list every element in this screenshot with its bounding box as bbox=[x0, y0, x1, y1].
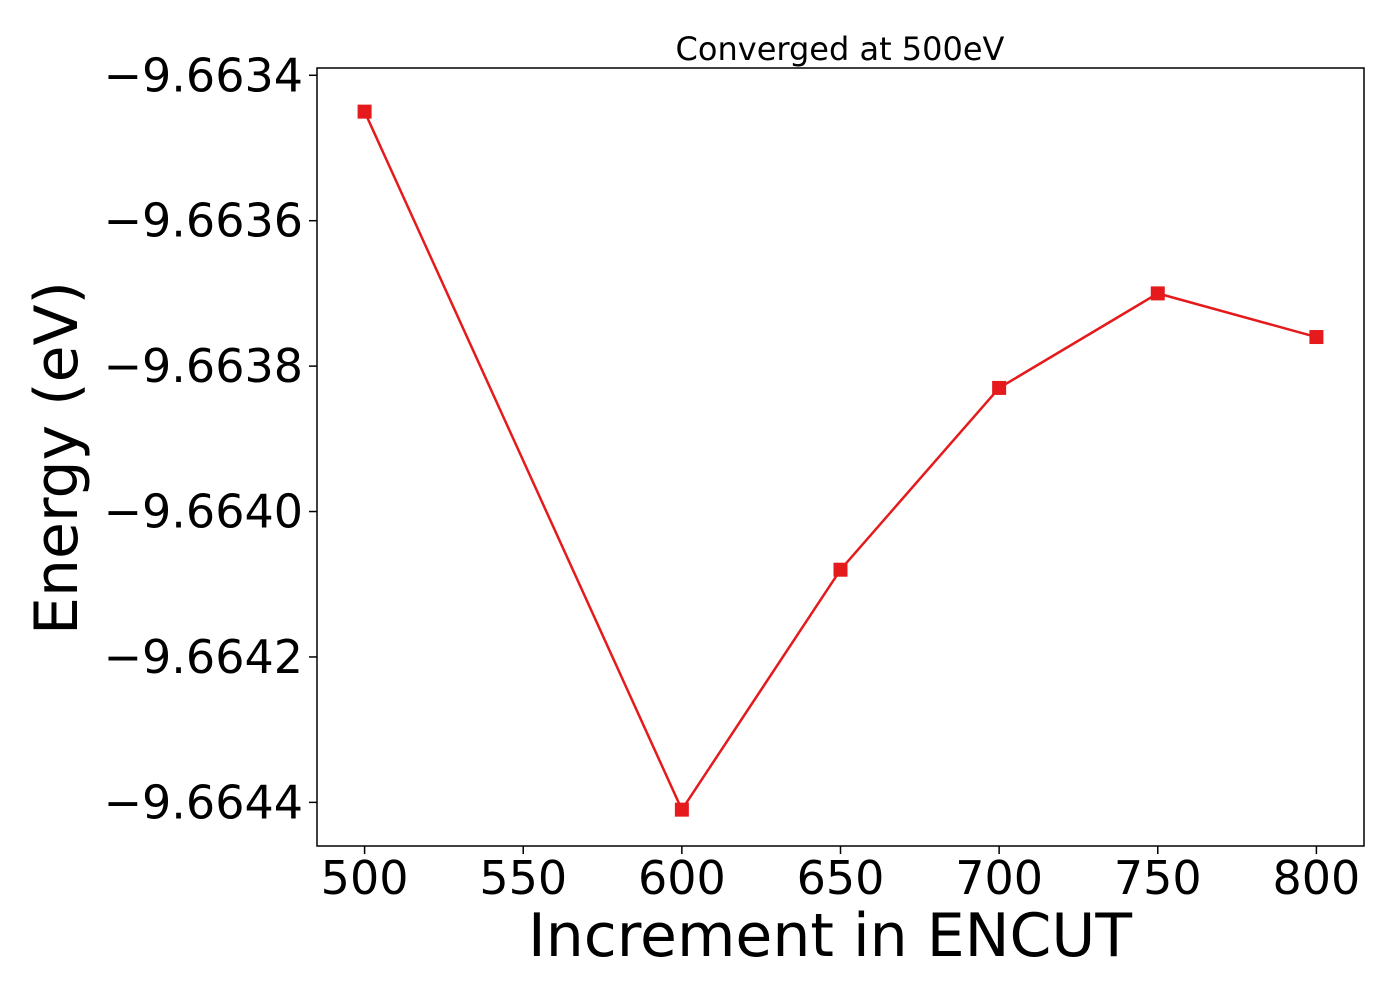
y-tick-label: −9.6640 bbox=[104, 485, 304, 539]
energy-series-line bbox=[363, 111, 1317, 813]
y-axis-ticks: −9.6634 −9.6636 −9.6638 −9.6640 −9.6642 −9.66… bbox=[104, 48, 317, 829]
data-point-marker bbox=[833, 562, 848, 577]
x-tick-label: 700 bbox=[955, 851, 1043, 905]
data-point-marker bbox=[992, 380, 1007, 395]
x-tick-label: 500 bbox=[321, 851, 409, 905]
y-tick-label: −9.6636 bbox=[104, 194, 304, 248]
data-point-marker bbox=[357, 104, 372, 119]
data-point-marker bbox=[1150, 286, 1165, 301]
y-axis-title: Energy (eV) bbox=[22, 281, 92, 635]
x-tick-label: 600 bbox=[638, 851, 726, 905]
x-axis-ticks: 500 550 600 650 700 750 800 bbox=[321, 846, 1361, 905]
y-tick-label: −9.6638 bbox=[104, 339, 304, 393]
data-point-marker bbox=[1309, 330, 1324, 345]
chart-title: Converged at 500eV bbox=[676, 30, 1005, 68]
data-point-marker bbox=[674, 802, 689, 817]
axes-frame bbox=[316, 67, 1365, 847]
y-tick-label: −9.6644 bbox=[104, 775, 304, 829]
x-tick-label: 750 bbox=[1114, 851, 1202, 905]
x-tick-label: 650 bbox=[797, 851, 885, 905]
x-axis-title: Increment in ENCUT bbox=[528, 901, 1132, 971]
y-tick-label: −9.6634 bbox=[104, 48, 304, 102]
y-tick-label: −9.6642 bbox=[104, 630, 304, 684]
plot-area bbox=[357, 104, 1324, 817]
x-tick-label: 800 bbox=[1273, 851, 1361, 905]
x-tick-label: 550 bbox=[479, 851, 567, 905]
